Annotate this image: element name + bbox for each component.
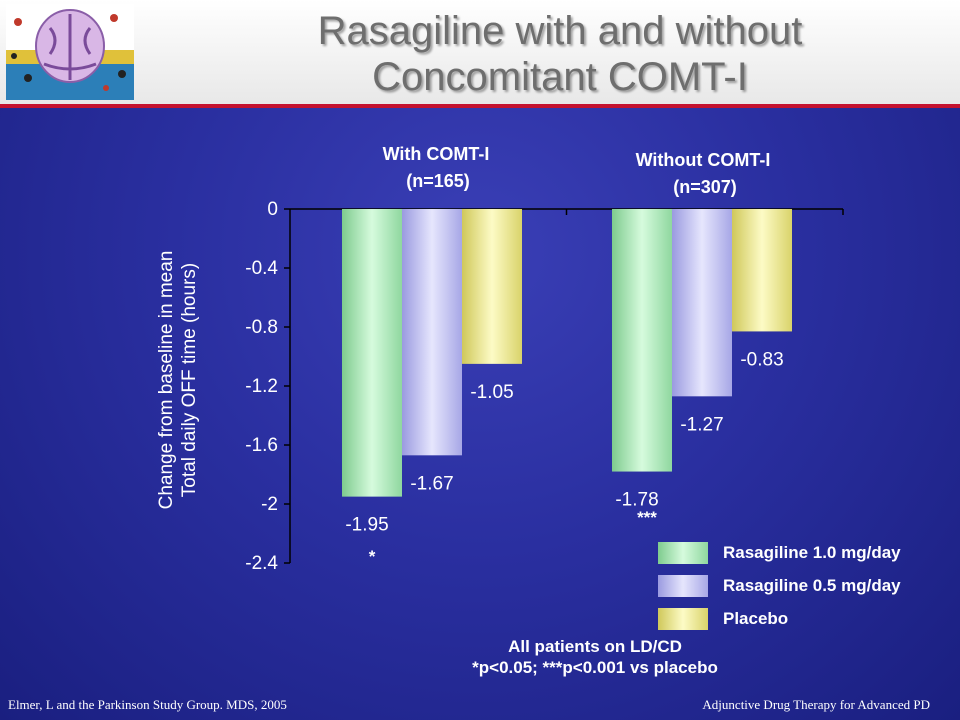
- significance-marker: ***: [637, 508, 657, 527]
- title-line-1: Rasagiline with and without: [317, 9, 803, 53]
- significance-marker: *: [369, 547, 376, 566]
- note-line-2: *p<0.05; ***p<0.001 vs placebo: [472, 658, 718, 677]
- group-label-line-1: Without COMT-I: [636, 150, 771, 170]
- data-label: -1.27: [680, 414, 723, 435]
- title-line-2: Concomitant COMT-I: [372, 55, 748, 99]
- legend-swatch: [658, 608, 708, 630]
- citation: Elmer, L and the Parkinson Study Group. …: [8, 697, 287, 712]
- footer-topic: Adjunctive Drug Therapy for Advanced PD: [702, 697, 930, 712]
- bar: [612, 209, 672, 472]
- legend-label: Rasagiline 0.5 mg/day: [723, 576, 901, 595]
- bar: [402, 209, 462, 456]
- legend-swatch: [658, 542, 708, 564]
- bar: [342, 209, 402, 497]
- legend-label: Rasagiline 1.0 mg/day: [723, 543, 901, 562]
- y-tick-label: -2.4: [245, 553, 278, 574]
- group-label-line-1: With COMT-I: [383, 144, 490, 164]
- bar: [462, 209, 522, 364]
- data-label: -1.78: [615, 490, 658, 511]
- y-tick-label: -2: [261, 494, 278, 515]
- y-tick-label: -0.4: [245, 258, 278, 279]
- y-tick-label: -1.6: [245, 435, 278, 456]
- y-tick-label: 0: [267, 199, 278, 220]
- legend-label: Placebo: [723, 609, 789, 628]
- y-tick-label: -0.8: [245, 317, 278, 338]
- data-label: -1.95: [345, 515, 388, 536]
- bar: [732, 209, 792, 332]
- group-label-line-2: (n=165): [406, 171, 470, 191]
- header-divider: [0, 104, 960, 108]
- title-bar: [0, 0, 960, 104]
- group-label-line-2: (n=307): [673, 177, 737, 197]
- slide-title: Rasagiline with and without Concomitant …: [180, 8, 940, 100]
- bar: [672, 209, 732, 397]
- y-tick-label: -1.2: [245, 376, 278, 397]
- brain-logo-icon: [6, 4, 134, 100]
- data-label: -1.05: [470, 382, 513, 403]
- note-line-1: All patients on LD/CD: [508, 637, 682, 656]
- data-label: -1.67: [410, 473, 453, 494]
- legend-swatch: [658, 575, 708, 597]
- data-label: -0.83: [740, 349, 783, 370]
